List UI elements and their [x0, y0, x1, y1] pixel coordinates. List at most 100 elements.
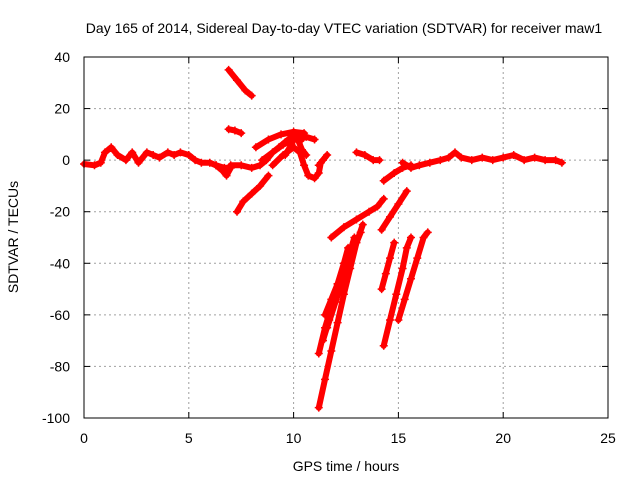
data-point-marker	[205, 158, 214, 167]
data-point-marker	[264, 171, 273, 180]
data-point-marker	[256, 181, 265, 190]
data-point-marker	[352, 148, 361, 157]
data-point-marker	[281, 150, 290, 159]
data-point-marker	[541, 156, 550, 165]
data-point-marker	[381, 269, 390, 278]
data-point-marker	[170, 150, 179, 159]
data-point-marker	[360, 150, 369, 159]
data-point-marker	[436, 156, 445, 165]
data-point-marker	[400, 295, 409, 304]
data-point-marker	[321, 375, 330, 384]
x-tick-layer: 0 5 10 15 20 25	[80, 57, 616, 446]
x-tick-label: 25	[600, 430, 616, 446]
data-point-marker	[413, 254, 422, 263]
series-baseline-right	[398, 148, 566, 172]
data-point-marker	[318, 336, 327, 345]
data-point-marker	[237, 161, 246, 170]
series-arc-15-b	[394, 228, 432, 325]
data-point-marker	[155, 153, 164, 162]
data-point-marker	[425, 158, 434, 167]
data-point-marker	[237, 129, 246, 138]
data-point-marker	[304, 171, 313, 180]
series-trace	[328, 195, 387, 241]
data-point-marker	[310, 174, 319, 183]
data-point-marker	[291, 130, 300, 139]
axes-layer	[83, 56, 609, 419]
series-arc-mid-right	[314, 150, 332, 170]
data-point-marker	[302, 150, 311, 159]
series-arc-cluster-d	[281, 130, 311, 159]
data-point-marker	[352, 215, 361, 224]
data-point-marker	[218, 166, 227, 175]
data-point-marker	[379, 194, 388, 203]
y-tick-label: 20	[54, 101, 70, 117]
data-point-marker	[230, 126, 239, 135]
data-point-marker	[226, 161, 235, 170]
data-point-marker	[365, 207, 374, 216]
data-point-marker	[377, 285, 386, 294]
series-arc-high	[224, 65, 256, 100]
x-axis-label: GPS time / hours	[293, 458, 400, 474]
data-point-marker	[457, 153, 466, 162]
data-point-marker	[394, 316, 403, 325]
data-point-marker	[314, 161, 323, 170]
data-point-marker	[333, 279, 342, 288]
data-point-marker	[264, 135, 273, 144]
data-point-marker	[279, 140, 288, 149]
data-point-marker	[287, 140, 296, 149]
data-point-marker	[314, 403, 323, 412]
series-trace	[213, 162, 234, 179]
data-point-marker	[348, 248, 357, 257]
data-point-marker	[392, 290, 401, 299]
data-point-marker	[163, 148, 172, 157]
data-point-marker	[247, 189, 256, 198]
data-point-marker	[222, 171, 231, 180]
data-point-marker	[268, 161, 277, 170]
data-point-marker	[530, 153, 539, 162]
data-point-marker	[377, 225, 386, 234]
y-tick-label: 40	[54, 49, 70, 65]
series-steep-e	[321, 279, 342, 319]
series-trace	[353, 149, 383, 164]
data-point-marker	[142, 148, 151, 157]
data-point-marker	[419, 233, 428, 242]
data-point-marker	[327, 233, 336, 242]
data-point-marker	[467, 156, 476, 165]
data-point-marker	[386, 212, 395, 221]
y-tick-label: -20	[50, 204, 70, 220]
series-baseline-main	[80, 143, 235, 172]
series-arc-14-a	[352, 148, 384, 165]
series-arc-14-c	[377, 187, 411, 234]
data-point-marker	[450, 148, 459, 157]
x-tick-label: 10	[286, 430, 302, 446]
y-tick-label: -80	[50, 358, 70, 374]
data-point-marker	[310, 135, 319, 144]
data-point-marker	[557, 158, 566, 167]
data-point-marker	[121, 156, 130, 165]
data-point-marker	[379, 341, 388, 350]
chart-title: Day 165 of 2014, Sidereal Day-to-day VTE…	[86, 20, 603, 36]
series-shallow-upper	[327, 194, 388, 242]
data-point-marker	[415, 161, 424, 170]
data-point-marker	[197, 158, 206, 167]
data-point-marker	[100, 148, 109, 157]
data-point-marker	[251, 143, 260, 152]
series-trace	[225, 66, 255, 99]
data-point-marker	[520, 156, 529, 165]
series-trace	[378, 239, 398, 293]
series-layer	[80, 65, 566, 412]
data-point-marker	[96, 158, 105, 167]
data-point-marker	[478, 153, 487, 162]
data-point-marker	[241, 86, 250, 95]
data-point-marker	[333, 318, 342, 327]
data-point-marker	[300, 161, 309, 170]
data-point-marker	[423, 228, 432, 237]
data-point-marker	[358, 220, 367, 229]
x-tick-label: 5	[185, 430, 193, 446]
data-point-marker	[256, 161, 265, 170]
data-point-marker	[339, 272, 348, 281]
data-point-marker	[373, 202, 382, 211]
x-tick-label: 15	[391, 430, 407, 446]
data-point-marker	[224, 125, 233, 134]
